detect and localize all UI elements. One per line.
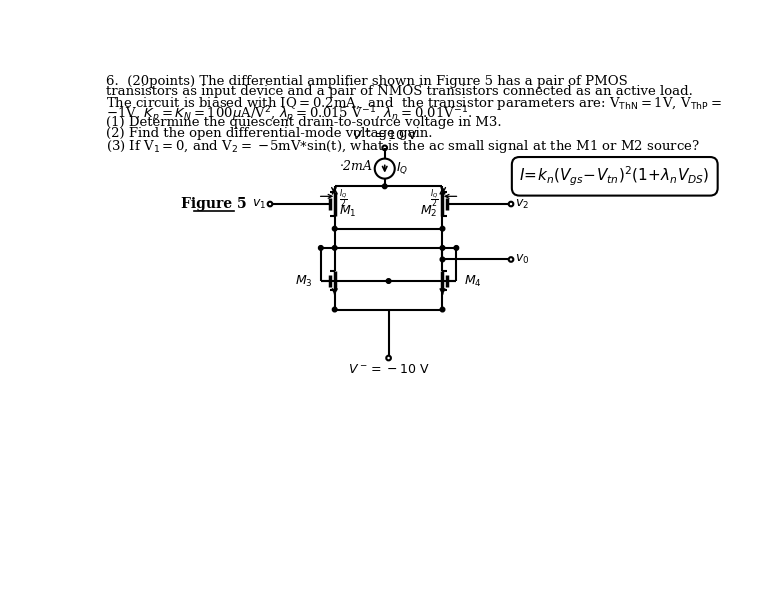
Text: $M_2$: $M_2$: [420, 204, 438, 219]
Text: $M_4$: $M_4$: [464, 274, 482, 289]
Text: $v_1$: $v_1$: [252, 197, 266, 210]
Circle shape: [332, 226, 337, 231]
Text: Figure 5: Figure 5: [181, 197, 247, 211]
Text: (3) If V$_1$$=$0, and V$_2$$=$ $-$5mV$*$sin(t), what is the ac small signal at t: (3) If V$_1$$=$0, and V$_2$$=$ $-$5mV$*$…: [106, 138, 700, 155]
Text: $-$1V, $K_p$$=$$K_N$$=$100$\mu$A/V$^2$, $\lambda_p$$=$0.015 V$^{-1}$, $\lambda_n: $-$1V, $K_p$$=$$K_N$$=$100$\mu$A/V$^2$, …: [106, 105, 472, 125]
Text: $V^-=-10\ \mathrm{V}$: $V^-=-10\ \mathrm{V}$: [348, 364, 429, 376]
Text: (2) Find the open differential-mode voltage gain.: (2) Find the open differential-mode volt…: [106, 127, 432, 140]
Circle shape: [440, 307, 445, 312]
Text: $M_1$: $M_1$: [339, 204, 357, 219]
Text: transistors as input device and a pair of NMOS transistors connected as an activ: transistors as input device and a pair o…: [106, 84, 693, 98]
Circle shape: [332, 307, 337, 312]
Circle shape: [454, 245, 459, 250]
Circle shape: [440, 257, 445, 262]
Circle shape: [440, 226, 445, 231]
Text: $v_2$: $v_2$: [515, 197, 529, 210]
Circle shape: [332, 245, 337, 250]
Text: (1) Determine the quiescent drain-to-source voltage in M3.: (1) Determine the quiescent drain-to-sou…: [106, 116, 502, 129]
Text: $M_3$: $M_3$: [295, 274, 313, 289]
Text: $\cdot$2mA: $\cdot$2mA: [339, 159, 373, 173]
Text: $\frac{I_Q}{2}$: $\frac{I_Q}{2}$: [338, 188, 348, 211]
Text: $I\!=\!k_n(V_{gs}\!-\!V_{tn})^2(1\!+\!\lambda_n V_{DS})$: $I\!=\!k_n(V_{gs}\!-\!V_{tn})^2(1\!+\!\l…: [519, 165, 710, 188]
Text: $V^+ = 10\ \mathrm{V}$: $V^+ = 10\ \mathrm{V}$: [352, 128, 418, 144]
Circle shape: [382, 184, 387, 189]
Circle shape: [440, 245, 445, 250]
Text: The circuit is biased with IQ$=$0.2mA,  and  the transistor parameters are: V$_{: The circuit is biased with IQ$=$0.2mA, a…: [106, 95, 722, 112]
Text: $v_0$: $v_0$: [515, 253, 529, 266]
Text: $\frac{I_Q}{2}$: $\frac{I_Q}{2}$: [430, 188, 438, 211]
Text: $I_Q$: $I_Q$: [396, 161, 409, 177]
Text: 6.  (20points) The differential amplifier shown in Figure 5 has a pair of PMOS: 6. (20points) The differential amplifier…: [106, 75, 628, 87]
Circle shape: [386, 279, 391, 283]
Circle shape: [319, 245, 323, 250]
